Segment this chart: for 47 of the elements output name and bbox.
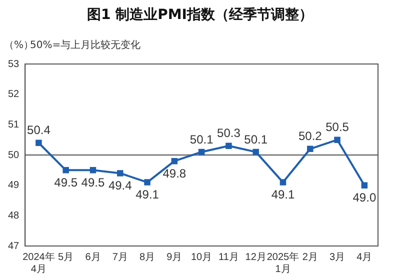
point (144, 179, 150, 186)
x-tick-label: 2024年 4月 (22, 250, 55, 275)
chart-title: 图1 制造业PMI指数（经季节调整） (86, 6, 314, 24)
data-label: 50.1 (244, 132, 268, 146)
point (90, 167, 96, 174)
x-tick-label: 9月 (166, 252, 182, 263)
point (36, 140, 42, 146)
x-tick-label: 8月 (139, 252, 156, 263)
x-tick-label: 5月 (58, 252, 74, 263)
x-tick-label: 11月 (218, 252, 239, 263)
point (361, 182, 368, 188)
y-tick-label: 52 (8, 89, 20, 100)
y-tick-label: 47 (8, 240, 20, 252)
y-tick-label: 48 (8, 210, 20, 222)
point (198, 148, 205, 156)
point (62, 167, 69, 174)
x-tick-label: 6月 (85, 252, 101, 263)
point (334, 136, 340, 143)
point (171, 158, 178, 164)
data-label: 49.1 (271, 188, 295, 202)
data-label: 50.2 (298, 129, 322, 144)
data-label: 49.5 (54, 175, 78, 190)
data-label: 50.1 (190, 132, 214, 146)
point (252, 148, 259, 156)
x-tick-label: 7月 (112, 252, 128, 263)
point (280, 179, 286, 186)
x-tick-label: 2月 (302, 252, 318, 263)
y-tick-label: 53 (8, 58, 20, 70)
data-label: 49.8 (162, 166, 186, 180)
point (226, 142, 232, 150)
y-tick-label: 51 (8, 119, 20, 130)
x-tick-label: 3月 (330, 252, 346, 263)
data-label: 49.5 (81, 175, 105, 190)
data-label: 49.1 (136, 188, 160, 202)
y-tick-label: 49 (8, 180, 20, 192)
y-tick-label: 50 (8, 150, 20, 161)
point (117, 170, 124, 176)
data-label: 50.3 (217, 126, 241, 140)
x-tick-label: 4月 (356, 252, 372, 263)
x-tick-label: 10月 (191, 252, 212, 263)
data-label: 49.0 (352, 190, 376, 205)
data-label: 50.5 (326, 120, 350, 134)
point (307, 146, 314, 152)
data-label: 50.4 (27, 123, 51, 138)
x-tick-label: 2025年 1月 (266, 250, 300, 275)
data-label: 49.4 (108, 178, 132, 193)
x-tick-label: 12月 (245, 252, 266, 263)
